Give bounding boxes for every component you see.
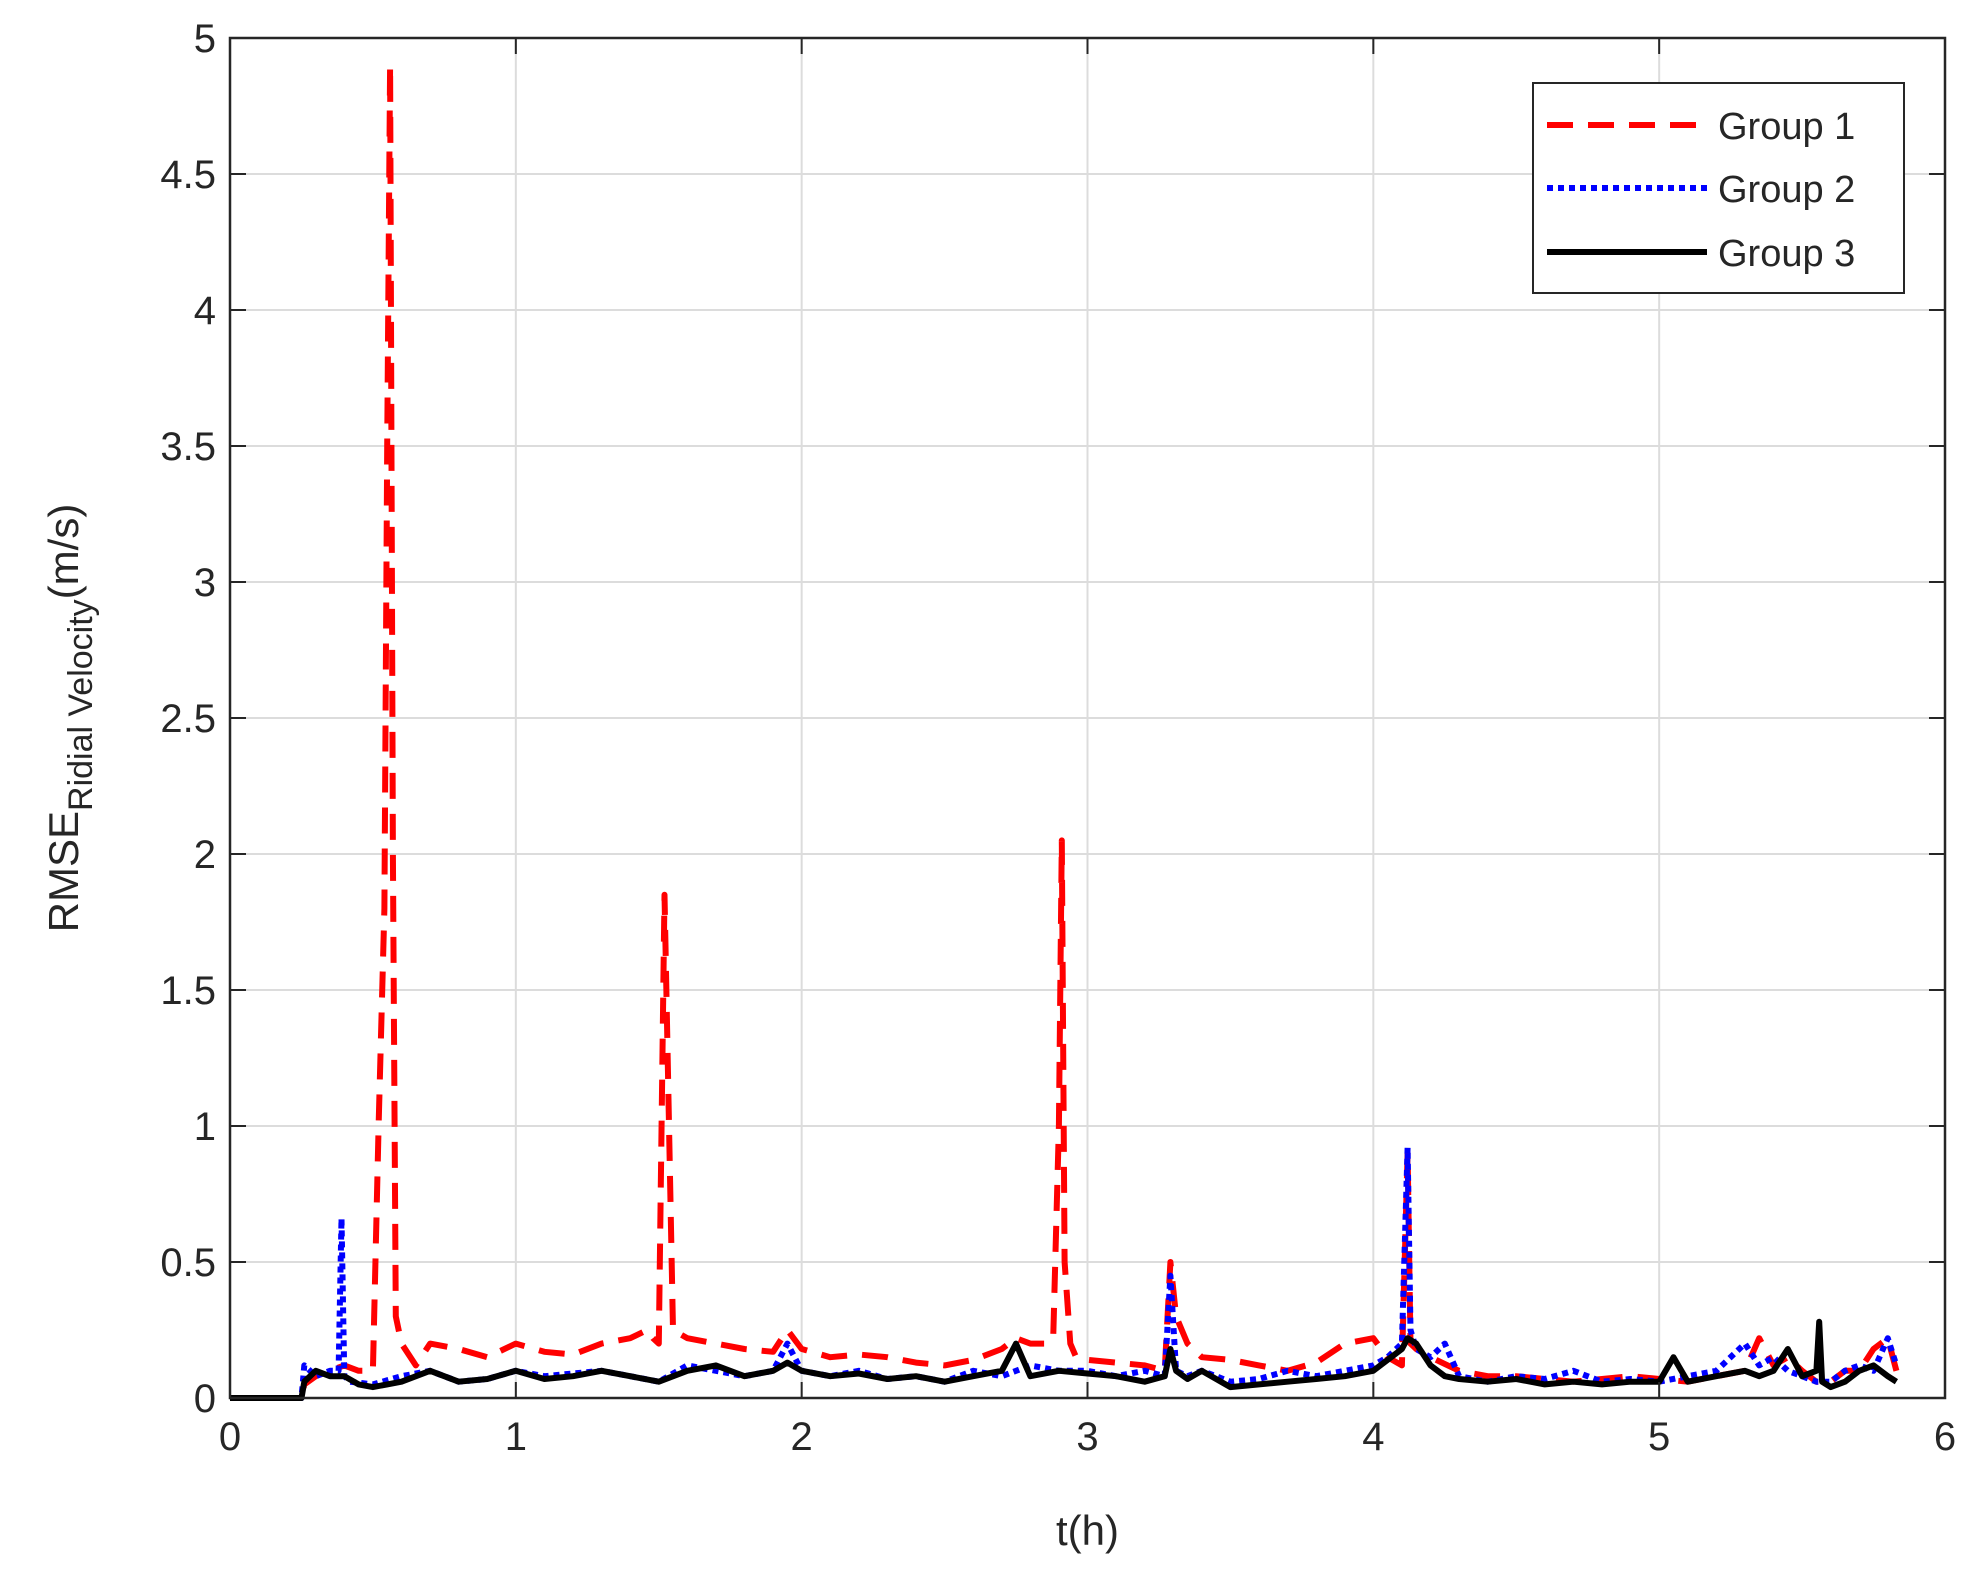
x-tick-label: 2	[791, 1415, 813, 1459]
x-tick-label: 0	[219, 1415, 241, 1459]
x-tick-label: 3	[1076, 1415, 1098, 1459]
legend-label-group-1: Group 1	[1718, 106, 1855, 148]
y-tick-label: 4	[194, 289, 216, 333]
tick-layer	[229, 37, 1946, 1399]
x-tick-label: 6	[1934, 1415, 1956, 1459]
y-tick-label: 1.5	[160, 969, 216, 1013]
x-axis-label: t(h)	[1056, 1507, 1119, 1554]
y-tick-label: 2	[194, 833, 216, 877]
series-line-group-1	[230, 62, 1900, 1401]
x-tick-label: 4	[1362, 1415, 1384, 1459]
x-tick-label: 1	[505, 1415, 527, 1459]
y-axis-label-unit: (m/s)	[40, 504, 87, 600]
series-layer	[230, 62, 1900, 1401]
y-tick-label: 3.5	[160, 425, 216, 469]
legend-label-group-2: Group 2	[1718, 169, 1855, 211]
y-tick-label: 1	[194, 1105, 216, 1149]
y-tick-label: 0.5	[160, 1241, 216, 1285]
y-axis-label: RMSERidial Velocity(m/s)	[40, 504, 100, 933]
legend-label-group-3: Group 3	[1718, 233, 1855, 275]
y-axis-label-subscript: Ridial Velocity	[62, 599, 100, 811]
y-tick-labels: 0 0.5 1 1.5 2 2.5 3 3.5 4 4.5 5	[160, 17, 216, 1421]
y-axis-label-main: RMSE	[40, 811, 87, 932]
y-tick-label: 4.5	[160, 153, 216, 197]
x-tick-label: 5	[1648, 1415, 1670, 1459]
x-tick-labels: 0 1 2 3 4 5 6	[219, 1415, 1956, 1459]
y-tick-label: 2.5	[160, 697, 216, 741]
y-tick-label: 3	[194, 561, 216, 605]
series-line-group-3	[230, 1318, 1899, 1401]
y-tick-label: 5	[194, 17, 216, 61]
y-tick-label: 0	[194, 1377, 216, 1421]
legend: Group 1 Group 2 Group 3	[1532, 82, 1905, 294]
